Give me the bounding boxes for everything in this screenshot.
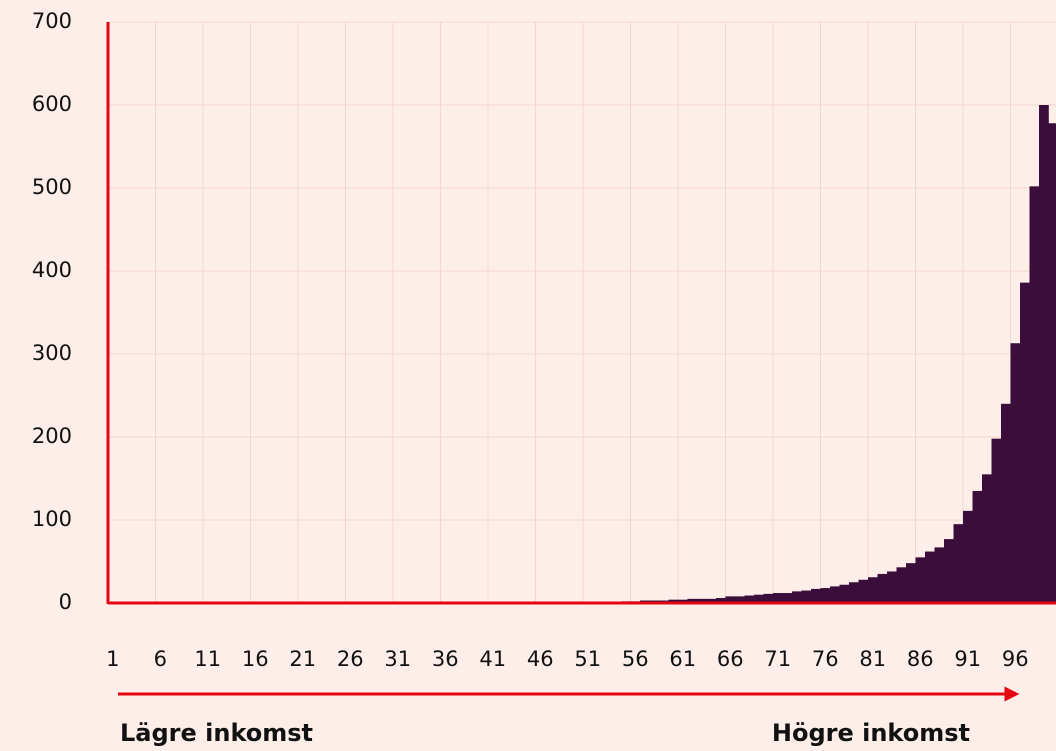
bar xyxy=(687,598,698,603)
y-tick-label: 700 xyxy=(32,9,72,33)
x-tick-label: 56 xyxy=(622,647,649,671)
bar xyxy=(868,577,878,603)
bar xyxy=(934,547,945,603)
x-tick-label: 6 xyxy=(154,647,167,671)
bar xyxy=(953,524,964,603)
bar xyxy=(915,557,926,603)
x-tick-label: 21 xyxy=(289,647,316,671)
x-tick-label: 1 xyxy=(106,647,119,671)
arrow-label-left: Lägre inkomst xyxy=(120,719,313,747)
bar xyxy=(1010,343,1021,603)
arrow-label-right: Högre inkomst xyxy=(772,719,970,747)
bar xyxy=(725,596,736,603)
bar xyxy=(754,594,764,603)
x-tick-label: 46 xyxy=(527,647,554,671)
bar xyxy=(944,539,954,603)
bar xyxy=(849,582,859,603)
bar xyxy=(801,590,812,603)
x-tick-label: 31 xyxy=(384,647,411,671)
bar xyxy=(925,551,935,603)
bar xyxy=(982,474,992,603)
y-tick-label: 300 xyxy=(32,341,72,365)
bar xyxy=(763,593,774,603)
bar xyxy=(972,490,983,603)
x-tick-label: 96 xyxy=(1002,647,1029,671)
x-tick-label: 91 xyxy=(954,647,981,671)
bar xyxy=(1039,105,1049,603)
bar xyxy=(963,510,973,603)
bar xyxy=(1029,186,1040,603)
bar xyxy=(706,598,717,603)
bar xyxy=(887,571,897,603)
y-tick-label: 0 xyxy=(59,590,72,614)
grid xyxy=(108,21,1056,604)
bar xyxy=(668,599,679,603)
x-tick-label: 41 xyxy=(479,647,506,671)
x-tick-label: 86 xyxy=(907,647,934,671)
x-tick-label: 81 xyxy=(859,647,886,671)
bar xyxy=(820,588,831,603)
bars xyxy=(611,105,1056,603)
bar xyxy=(858,579,869,603)
bar xyxy=(792,591,802,603)
bar xyxy=(716,598,726,603)
bar xyxy=(735,596,745,603)
bar xyxy=(830,586,840,603)
bar xyxy=(839,584,850,603)
y-tick-label: 200 xyxy=(32,424,72,448)
x-tick-label: 11 xyxy=(194,647,221,671)
y-tick-label: 400 xyxy=(32,258,72,282)
bar xyxy=(678,599,688,603)
x-tick-label: 26 xyxy=(337,647,364,671)
y-tick-label: 500 xyxy=(32,175,72,199)
bar xyxy=(697,598,707,603)
bar xyxy=(906,563,916,603)
x-tick-label: 61 xyxy=(669,647,696,671)
x-tick-label: 16 xyxy=(242,647,269,671)
bar xyxy=(782,593,793,603)
x-tick-label: 76 xyxy=(812,647,839,671)
bar xyxy=(1001,403,1011,603)
x-tick-label: 71 xyxy=(764,647,791,671)
x-tick-label: 66 xyxy=(717,647,744,671)
x-tick-label: 36 xyxy=(432,647,459,671)
bar xyxy=(773,593,783,603)
bar xyxy=(1020,282,1030,603)
bar xyxy=(991,438,1002,603)
bar xyxy=(1048,123,1056,603)
y-tick-label: 100 xyxy=(32,507,72,531)
bar xyxy=(896,567,907,603)
bar xyxy=(811,588,821,603)
bar xyxy=(877,573,888,603)
x-tick-label: 51 xyxy=(574,647,601,671)
y-tick-label: 600 xyxy=(32,92,72,116)
bar xyxy=(744,595,755,603)
